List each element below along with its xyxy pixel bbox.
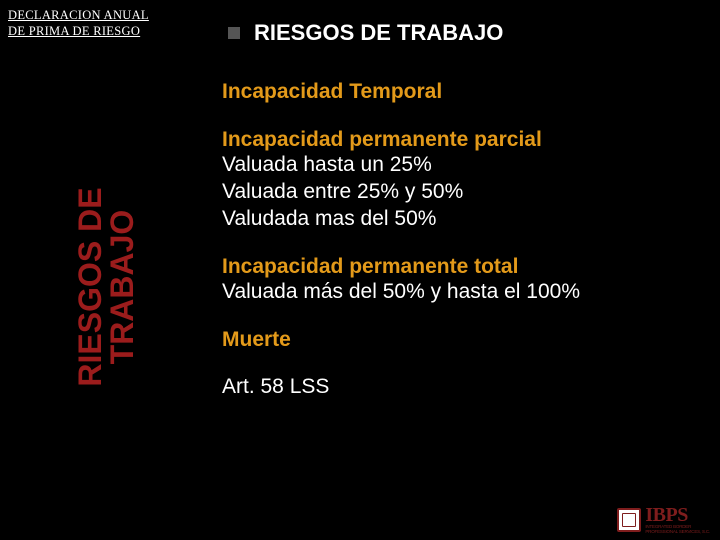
- block-article: Art. 58 LSS: [222, 374, 700, 401]
- parcial-line2: Valuada entre 25% y 50%: [222, 179, 700, 206]
- subheading-parcial: Incapacidad permanente parcial: [222, 128, 700, 152]
- square-bullet-icon: [228, 27, 240, 39]
- page-title: RIESGOS DE TRABAJO: [254, 20, 503, 46]
- header-subtitle-line2: DE PRIMA DE RIESGO: [8, 24, 149, 40]
- vertical-label-line1: RIESGOS DE: [74, 137, 106, 437]
- header-subtitle: DECLARACION ANUAL DE PRIMA DE RIESGO: [8, 8, 149, 39]
- header-subtitle-line1: DECLARACION ANUAL: [8, 8, 149, 24]
- main-title-row: RIESGOS DE TRABAJO: [228, 20, 503, 46]
- logo-text: IBPS INTEGRATED BORDER PROFESSIONAL SERV…: [645, 505, 710, 534]
- article-ref: Art. 58 LSS: [222, 374, 700, 401]
- logo-acronym: IBPS: [645, 505, 710, 525]
- footer-logo: IBPS INTEGRATED BORDER PROFESSIONAL SERV…: [617, 505, 710, 534]
- heading-incapacidad-temporal: Incapacidad Temporal: [222, 80, 700, 104]
- block-total: Incapacidad permanente total Valuada más…: [222, 255, 700, 306]
- total-line1: Valuada más del 50% y hasta el 100%: [222, 279, 700, 306]
- subheading-total: Incapacidad permanente total: [222, 255, 700, 279]
- logo-tagline2: PROFESSIONAL SERVICES, S.C.: [645, 530, 710, 535]
- content-area: Incapacidad Temporal Incapacidad permane…: [222, 80, 700, 422]
- vertical-label-line2: TRABAJO: [106, 137, 138, 437]
- vertical-section-label: RIESGOS DE TRABAJO: [74, 137, 138, 437]
- parcial-line3: Valudada mas del 50%: [222, 206, 700, 233]
- block-parcial: Incapacidad permanente parcial Valuada h…: [222, 128, 700, 233]
- block-muerte: Muerte: [222, 328, 700, 352]
- logo-seal-icon: [617, 508, 641, 532]
- subheading-muerte: Muerte: [222, 328, 700, 352]
- parcial-line1: Valuada hasta un 25%: [222, 152, 700, 179]
